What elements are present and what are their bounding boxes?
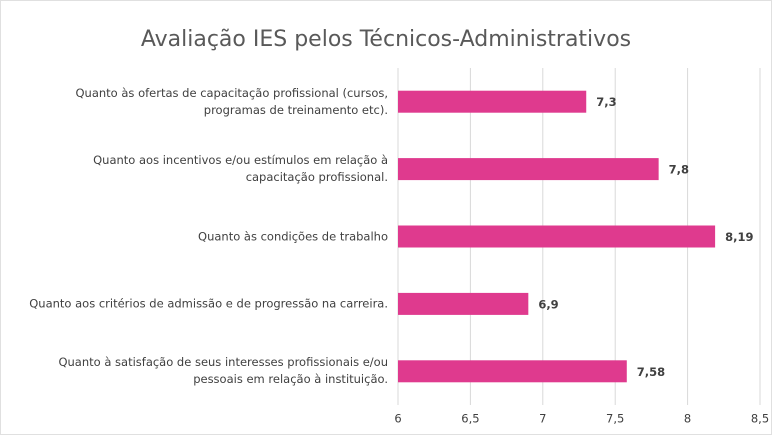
data-label: 6,9 — [538, 297, 558, 311]
x-tick-label: 6,5 — [461, 412, 479, 426]
y-tick-label: Quanto às condições de trabalho — [198, 229, 388, 243]
data-label: 7,58 — [637, 365, 665, 379]
bar — [398, 90, 587, 113]
y-tick-label: Quanto à satisfação de seus interesses p… — [58, 355, 388, 387]
chart-title: Avaliação IES pelos Técnicos-Administrat… — [141, 27, 631, 52]
x-tick-label: 7 — [539, 412, 546, 426]
y-tick-label: Quanto aos incentivos e/ou estímulos em … — [93, 153, 388, 185]
bar — [398, 225, 716, 248]
x-tick-label: 8,5 — [751, 412, 769, 426]
y-tick-label: Quanto aos critérios de admissão e de pr… — [29, 296, 388, 311]
bar — [398, 158, 659, 181]
bar — [398, 360, 627, 383]
x-tick-label: 8 — [684, 412, 691, 426]
data-label: 7,8 — [669, 163, 689, 177]
x-tick-label: 7,5 — [606, 412, 624, 426]
y-tick-label: Quanto às ofertas de capacitação profiss… — [75, 85, 389, 117]
data-label: 7,3 — [596, 95, 616, 109]
bar — [398, 292, 529, 315]
data-label: 8,19 — [725, 230, 753, 244]
x-tick-label: 6 — [394, 412, 401, 426]
